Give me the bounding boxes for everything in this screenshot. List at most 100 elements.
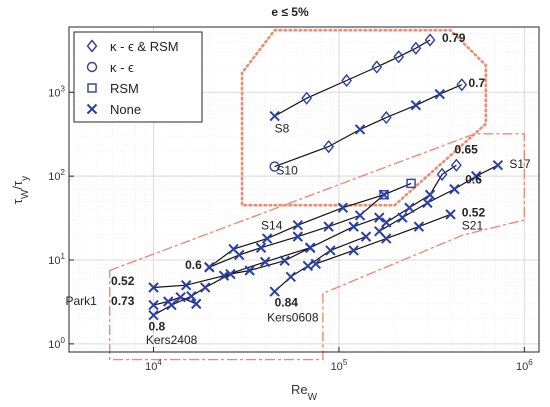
data-point-s8 [424,33,436,47]
legend: κ - ϵ & RSM κ - ϵ RSM None [73,31,203,123]
annotation-label: 0.52 [111,274,135,288]
data-point-s-0-65 [436,167,448,181]
data-point-kers0608 [325,245,336,256]
annotation-label: S17 [509,157,531,171]
data-point-s17-stroke [397,212,408,223]
data-point-s-0-65 [381,217,392,228]
region-dashdot [108,133,525,361]
data-point-s21-stroke [413,221,425,232]
data-point-s-0-65-stroke [381,217,392,228]
data-point-kers2408-stroke [304,242,316,253]
data-point-s14 [292,231,304,242]
data-point-kers2408 [186,291,197,302]
data-point-s14 [255,242,267,253]
data-point-s17-stroke [449,183,460,195]
y-tick-label: 100 [48,336,65,351]
data-point-s10 [380,110,392,125]
x-tick-label: 106 [516,358,533,373]
annotation-label: 0.79 [442,31,466,45]
data-point-s10-stroke [410,100,422,111]
annotation-label: S21 [462,219,484,233]
annotation-label: S8 [275,122,290,136]
data-point-s14-stroke [292,231,304,242]
data-point-upper-0-6 [261,233,273,244]
data-point-kers2408 [279,255,290,266]
data-point-s21 [310,258,321,270]
data-point-kers0608 [360,231,372,242]
region-dotted [240,28,488,207]
data-point-s-0-65-stroke [424,189,436,200]
data-point-kers0608-stroke [325,245,336,256]
data-point-s14 [406,178,416,189]
data-point-park1-stroke [218,270,230,281]
data-point-s8 [269,110,280,122]
data-point-s10-stroke [434,88,445,100]
data-point-kers2408 [200,282,211,293]
data-point-s17-stroke [470,170,482,182]
data-point-s14 [379,190,389,200]
plot-frame [68,26,540,353]
data-point-s17 [397,212,408,223]
legend-marker-x-stroke [86,103,98,115]
data-point-kers2408 [244,265,255,276]
legend-label: κ - ϵ & RSM [110,39,179,54]
annotation-label: S14 [261,219,283,233]
data-point-s21 [413,221,425,232]
legend-marker-square [87,83,97,93]
legend-label: RSM [110,81,139,96]
annotations: S80.79S100.70.65S170.6S140.52S210.60.520… [65,31,531,347]
data-point-kers2408 [225,268,236,280]
data-point-s10 [354,124,366,135]
annotation-label: 0.8 [149,319,166,333]
data-point-kers2408-stroke [148,309,159,321]
legend-marker-circle [86,61,98,73]
series-line-s8 [274,39,431,117]
series-markers [148,33,504,321]
data-point-upper-0-6-stroke [228,243,239,255]
data-point-s17 [449,183,460,195]
data-point-upper-0-6 [292,219,304,231]
data-point-upper-0-6 [204,262,215,273]
data-point-kers2408 [148,309,159,321]
y-tick-label: 103 [48,84,65,99]
annotation-label: 0.6 [465,172,482,186]
legend-entry: None [86,102,141,117]
data-point-s17 [492,159,504,171]
data-point-s10 [323,139,335,154]
legend-label: κ - ϵ [110,60,134,75]
data-point-s8 [393,50,405,64]
data-point-s17-stroke [374,226,385,237]
data-point-s10 [410,100,422,111]
data-point-s8 [301,91,313,105]
data-point-upper-0-6-stroke [378,189,390,200]
data-point-s-0-65 [424,189,436,200]
y-tick-label: 101 [48,252,65,267]
data-point-park1-0-73 [163,296,174,307]
data-point-s10 [434,88,445,100]
legend-entry: κ - ϵ [86,60,134,75]
data-point-kers0608-stroke [285,271,296,283]
data-point-s10 [269,161,280,172]
data-point-s-0-65 [450,158,462,172]
data-point-upper-0-6-stroke [261,233,273,244]
data-point-park1-0-73-stroke [163,296,174,307]
data-point-s21-stroke [310,258,321,270]
data-point-s8 [341,73,353,88]
data-point-park1-0-73-stroke [148,299,159,311]
data-point-kers0608 [285,271,296,283]
data-point-park1-stroke [259,256,271,268]
data-point-kers2408-stroke [244,265,255,276]
data-point-s8 [410,41,422,55]
annotation-label: 0.65 [454,143,478,157]
data-point-kers0608 [302,260,314,272]
data-point-upper-0-6 [378,189,390,200]
data-point-upper-0-6-stroke [292,219,304,231]
data-point-s8 [371,60,383,74]
data-point-s21-stroke [445,209,456,220]
y-ticks: 100 101 102 103 [48,84,74,351]
x-ticks: 104 105 106 [145,347,533,373]
data-point-s21 [381,233,392,244]
data-point-s14 [354,210,366,221]
